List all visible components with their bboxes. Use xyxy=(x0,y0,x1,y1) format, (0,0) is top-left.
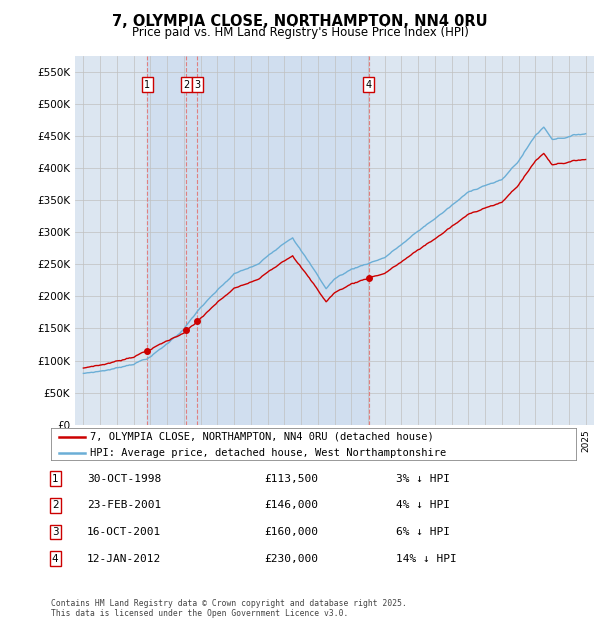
Text: 4% ↓ HPI: 4% ↓ HPI xyxy=(396,500,450,510)
Text: 12-JAN-2012: 12-JAN-2012 xyxy=(87,554,161,564)
Text: 3: 3 xyxy=(52,527,59,537)
Text: 6% ↓ HPI: 6% ↓ HPI xyxy=(396,527,450,537)
Text: £160,000: £160,000 xyxy=(264,527,318,537)
Text: 1: 1 xyxy=(145,80,151,90)
Text: 4: 4 xyxy=(52,554,59,564)
Text: 3: 3 xyxy=(194,80,200,90)
Text: 14% ↓ HPI: 14% ↓ HPI xyxy=(396,554,457,564)
Text: 1: 1 xyxy=(52,474,59,484)
Text: 2: 2 xyxy=(183,80,189,90)
Text: £146,000: £146,000 xyxy=(264,500,318,510)
Text: 7, OLYMPIA CLOSE, NORTHAMPTON, NN4 0RU (detached house): 7, OLYMPIA CLOSE, NORTHAMPTON, NN4 0RU (… xyxy=(91,432,434,442)
Text: 7, OLYMPIA CLOSE, NORTHAMPTON, NN4 0RU: 7, OLYMPIA CLOSE, NORTHAMPTON, NN4 0RU xyxy=(112,14,488,29)
Bar xyxy=(148,56,368,425)
Text: 23-FEB-2001: 23-FEB-2001 xyxy=(87,500,161,510)
Text: Price paid vs. HM Land Registry's House Price Index (HPI): Price paid vs. HM Land Registry's House … xyxy=(131,26,469,39)
Text: 2: 2 xyxy=(52,500,59,510)
Text: £230,000: £230,000 xyxy=(264,554,318,564)
Text: 3% ↓ HPI: 3% ↓ HPI xyxy=(396,474,450,484)
Text: Contains HM Land Registry data © Crown copyright and database right 2025.
This d: Contains HM Land Registry data © Crown c… xyxy=(51,599,407,618)
Text: 16-OCT-2001: 16-OCT-2001 xyxy=(87,527,161,537)
Text: £113,500: £113,500 xyxy=(264,474,318,484)
Text: HPI: Average price, detached house, West Northamptonshire: HPI: Average price, detached house, West… xyxy=(91,448,446,458)
Text: 4: 4 xyxy=(365,80,372,90)
Text: 30-OCT-1998: 30-OCT-1998 xyxy=(87,474,161,484)
